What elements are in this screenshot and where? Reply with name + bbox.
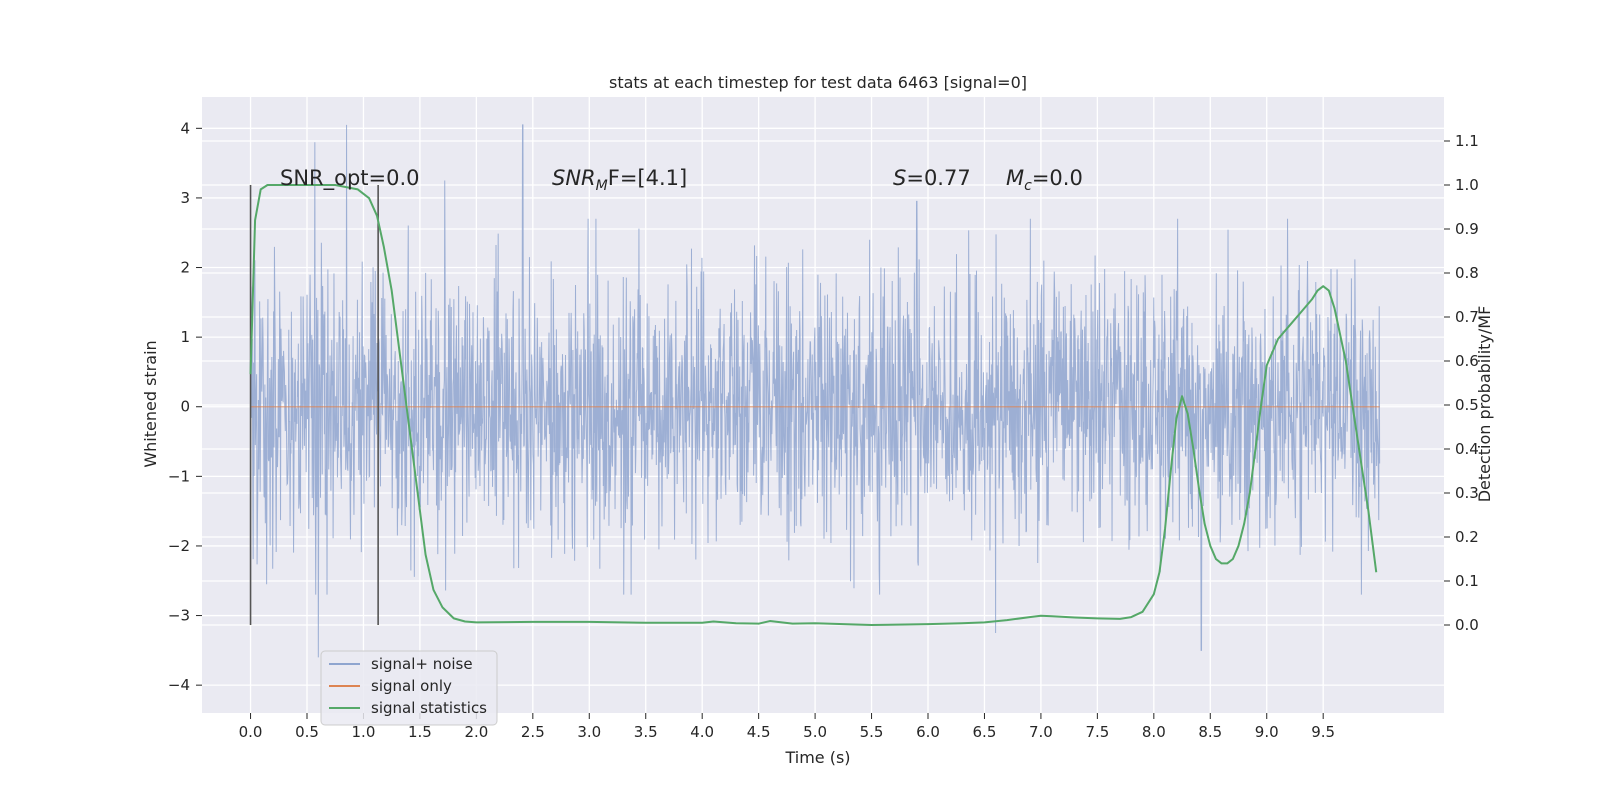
x-tick-label: 8.5 (1198, 723, 1222, 741)
y-right-tick-label: 0.0 (1455, 616, 1479, 634)
y-left-tick-label: −1 (168, 467, 190, 485)
signal-noise-line (250, 124, 1381, 658)
series-signal-statistics (249, 184, 1378, 626)
vertical-markers (249, 185, 379, 625)
x-tick-label: 9.0 (1255, 723, 1279, 741)
chart-title: stats at each timestep for test data 646… (609, 73, 1027, 92)
x-tick-label: 2.5 (521, 723, 545, 741)
x-tick-label: 5.0 (803, 723, 827, 741)
x-tick-label: 3.5 (634, 723, 658, 741)
annotation-mc-value: =0.0 (1032, 166, 1083, 190)
y-right-tick-label: 0.4 (1455, 440, 1479, 458)
x-tick-label: 7.5 (1085, 723, 1109, 741)
signal-statistics-line (249, 184, 1378, 626)
annotation-snr-opt: SNR_opt=0.0 (280, 166, 420, 191)
x-tick-label: 5.5 (860, 723, 884, 741)
legend-box (320, 650, 498, 726)
x-tick-label: 3.0 (577, 723, 601, 741)
annotation-snr-mf-rest: F=[4.1] (608, 166, 687, 190)
annotation-mc-label: M (1006, 166, 1024, 190)
y-right-tick-label: 0.5 (1455, 396, 1479, 414)
x-tick-label: 1.0 (352, 723, 376, 741)
y-right-tick-label: 0.9 (1455, 220, 1479, 238)
x-tick-label: 1.5 (408, 723, 432, 741)
series-signal-noise (250, 124, 1381, 658)
y-axis-left-label: Whitened strain (141, 340, 160, 467)
y-right-tick-label: 1.1 (1455, 132, 1479, 150)
annotation-snr-mf-label: SNR (552, 166, 596, 190)
x-tick-label: 0.5 (295, 723, 319, 741)
annotation-s: S=0.77 (893, 166, 971, 190)
y-left-tick-label: −2 (168, 537, 190, 555)
x-axis-ticks: 0.0 0.5 1.0 1.5 2.0 2.5 3.0 3.5 4.0 4.5 5.0 5.5 6.0 6… (239, 713, 1335, 741)
legend-label-signal-noise: signal+ noise (371, 655, 473, 673)
x-tick-label: 0.0 (239, 723, 263, 741)
y-right-tick-label: 0.3 (1455, 484, 1479, 502)
x-tick-label: 2.0 (464, 723, 488, 741)
x-tick-label: 4.5 (747, 723, 771, 741)
y-right-tick-label: 0.2 (1455, 528, 1479, 546)
y-left-tick-label: 0 (180, 398, 190, 416)
y-axis-left-ticks: −4 −3 −2 −1 0 1 2 3 4 (168, 119, 202, 694)
y-axis-right-label: Detection probability/MF (1475, 306, 1494, 503)
y-right-tick-label: 0.7 (1455, 308, 1479, 326)
x-tick-label: 4.0 (690, 723, 714, 741)
x-tick-label: 8.0 (1142, 723, 1166, 741)
y-axis-right-ticks: 0.0 0.1 0.2 0.3 0.4 0.5 0.6 0.7 0.8 0.9 1.0 1.1 (1444, 132, 1479, 634)
annotation-snr-mf: SNRMF=[4.1] (552, 166, 687, 194)
x-tick-label: 7.0 (1029, 723, 1053, 741)
y-left-tick-label: −4 (168, 676, 190, 694)
x-axis-label: Time (s) (784, 748, 850, 767)
x-tick-label: 6.5 (973, 723, 997, 741)
x-tick-label: 6.0 (916, 723, 940, 741)
legend-label-signal-statistics: signal statistics (371, 699, 487, 717)
y-right-tick-label: 0.6 (1455, 352, 1479, 370)
y-left-tick-label: 2 (180, 259, 190, 277)
annotation-mc-sub: c (1024, 178, 1032, 194)
y-left-tick-label: 4 (180, 119, 190, 137)
y-right-tick-label: 0.8 (1455, 264, 1479, 282)
y-right-tick-label: 1.0 (1455, 176, 1479, 194)
legend-label-signal-only: signal only (371, 677, 452, 695)
x-tick-label: 9.5 (1311, 723, 1335, 741)
annotation-mc: Mc=0.0 (1006, 166, 1083, 194)
annotation-s-value: =0.77 (906, 166, 970, 190)
y-left-tick-label: 3 (180, 189, 190, 207)
annotation-s-label: S (893, 166, 906, 190)
annotation-snr-mf-sub: M (596, 178, 608, 194)
legend: signal+ noise signal only signal statist… (320, 650, 498, 726)
y-left-tick-label: 1 (180, 328, 190, 346)
y-left-tick-label: −3 (168, 607, 190, 625)
y-right-tick-label: 0.1 (1455, 572, 1479, 590)
